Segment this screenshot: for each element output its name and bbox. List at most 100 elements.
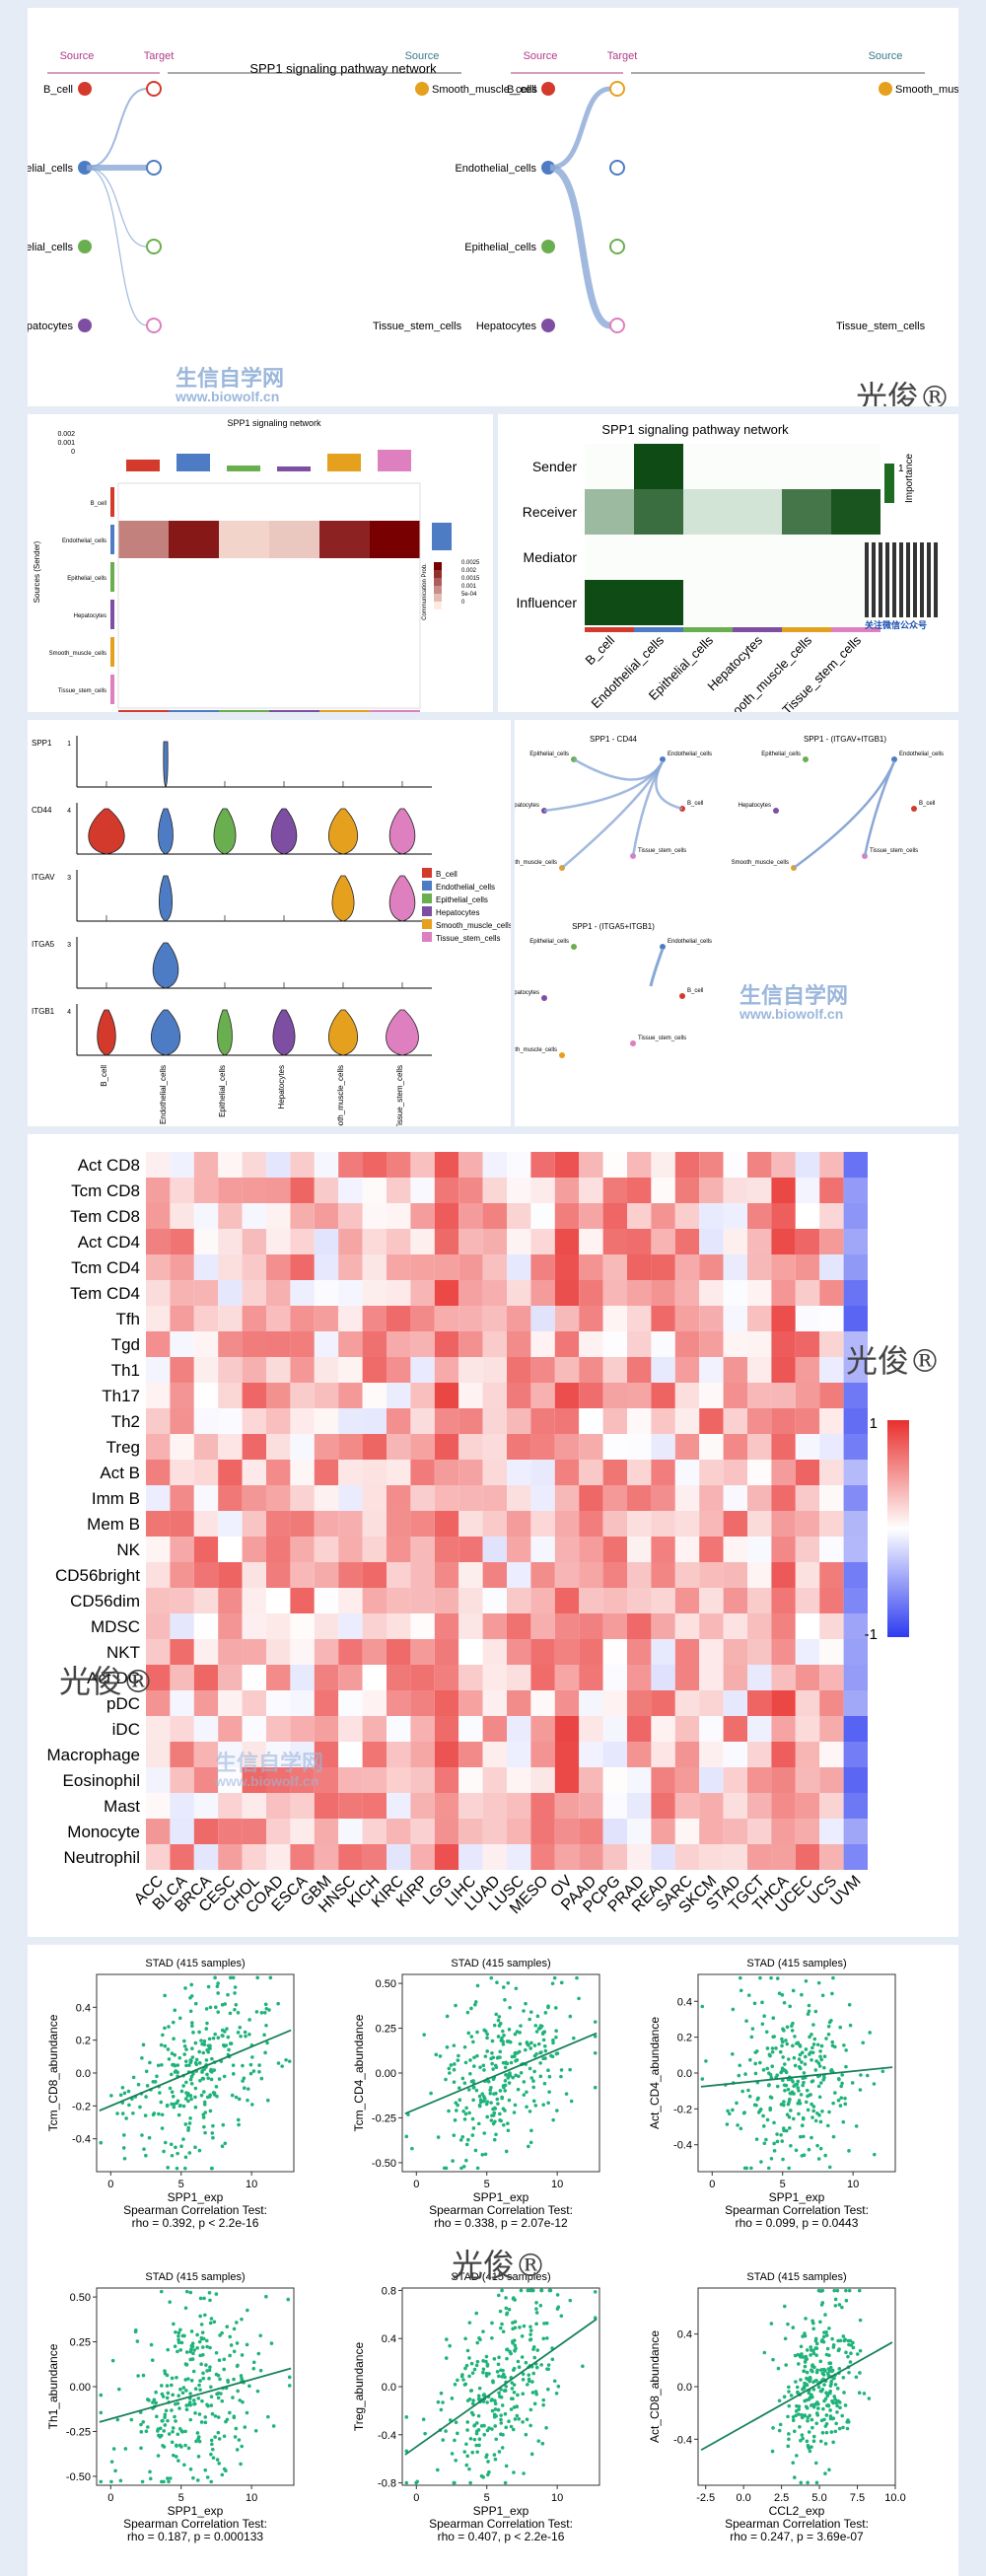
heatmap-cell xyxy=(290,1383,315,1408)
heatmap-cell xyxy=(651,1485,675,1511)
scatter-point xyxy=(764,2137,768,2142)
scatter-point xyxy=(454,2420,458,2425)
violin-shape xyxy=(163,741,169,788)
heatmap-cell xyxy=(338,1460,363,1485)
heatmap-cell xyxy=(651,1819,675,1844)
heatmap-cell xyxy=(699,1742,724,1767)
scatter-point xyxy=(857,2391,862,2396)
scatter-point xyxy=(534,2392,539,2397)
scatter-point xyxy=(271,2424,276,2428)
scatter-point xyxy=(460,2076,465,2081)
scatter-point xyxy=(193,2145,197,2150)
heatmap-cell xyxy=(193,1229,219,1254)
heatmap-cell xyxy=(819,1178,844,1203)
heatmap-cell xyxy=(410,1716,435,1742)
network-other-node xyxy=(415,82,429,96)
scatter-point xyxy=(251,2366,256,2371)
scatter-point xyxy=(512,2383,517,2387)
scatter-point xyxy=(485,2049,489,2053)
heatmap-cell xyxy=(434,1152,459,1178)
scatter-point xyxy=(135,2339,140,2343)
heatmap-cell xyxy=(723,1229,747,1254)
scatter-point xyxy=(188,2392,192,2396)
scatter-point xyxy=(837,2426,842,2431)
scatter-point xyxy=(451,2159,455,2163)
heatmap-cell xyxy=(314,1819,339,1844)
scatter-point xyxy=(792,2429,797,2434)
scatter-point xyxy=(176,2340,181,2345)
scatter-point xyxy=(207,2046,212,2050)
scatter-point xyxy=(240,2444,245,2449)
scatter-point xyxy=(199,2420,204,2424)
scatter-point xyxy=(187,2063,191,2067)
scatter-point xyxy=(202,2124,206,2129)
heatmap-cell xyxy=(370,633,420,671)
role-row-label: Sender xyxy=(532,459,577,474)
scatter-point xyxy=(535,2014,540,2019)
scatter-point xyxy=(794,2413,799,2417)
violin-shape xyxy=(386,1009,419,1056)
scatter-point xyxy=(525,2090,528,2095)
heatmap-cell xyxy=(843,1793,868,1819)
scatter-point xyxy=(528,2046,533,2050)
heatmap-cell xyxy=(579,1767,603,1793)
heatmap-cell xyxy=(507,1485,531,1511)
scatter-point xyxy=(247,2384,251,2389)
scatter-point xyxy=(512,2391,517,2395)
scatter-point xyxy=(554,2391,559,2396)
heatmap-cell xyxy=(218,1306,243,1331)
scatter-point xyxy=(546,2068,550,2073)
scatter-point xyxy=(822,2065,826,2070)
heatmap-cell xyxy=(338,1178,363,1203)
scatter-point xyxy=(770,2046,775,2050)
y-tick-label: 0.4 xyxy=(382,2333,396,2345)
scatter-point xyxy=(171,2429,175,2434)
scatter-point xyxy=(820,2430,825,2435)
heatmap-cell xyxy=(193,1844,219,1870)
scatter-point xyxy=(547,2090,551,2094)
violin-shape xyxy=(217,1009,233,1056)
scatter-point xyxy=(176,2459,180,2463)
scatter-point xyxy=(169,2072,174,2077)
heatmap-cell xyxy=(771,1460,796,1485)
watermark-site-cn: 生信自学网 xyxy=(176,366,285,391)
scatter-point xyxy=(517,2417,522,2421)
scatter-point xyxy=(781,2055,785,2059)
heatmap-cell xyxy=(771,1588,796,1613)
heatmap-cell xyxy=(387,1306,411,1331)
scatter-point xyxy=(503,2083,508,2088)
y-tick-label: -0.4 xyxy=(673,2140,692,2152)
scatter-point xyxy=(204,2027,209,2031)
heatmap-cell xyxy=(170,1254,194,1280)
scatter-point xyxy=(527,2144,530,2149)
scatter-point xyxy=(550,1981,555,1986)
scatter-point xyxy=(522,2093,527,2097)
heatmap-cell xyxy=(795,1357,820,1383)
heatmap-cell xyxy=(843,1331,868,1357)
heatmap-cell xyxy=(266,1254,291,1280)
heatmap-cell xyxy=(579,1306,603,1331)
scatter-point xyxy=(474,2429,479,2434)
role-cell xyxy=(585,580,634,625)
scatter-point xyxy=(481,2329,485,2333)
scatter-point xyxy=(183,2306,188,2311)
scatter-point xyxy=(228,2011,233,2016)
heatmap-cell xyxy=(387,1793,411,1819)
scatter-point xyxy=(178,2348,183,2352)
heatmap-cell xyxy=(170,1665,194,1690)
heatmap-cell xyxy=(193,1408,219,1434)
heatmap-cell xyxy=(554,1254,580,1280)
scatter-point xyxy=(738,2063,742,2068)
scatter-point xyxy=(492,2414,497,2419)
heatmap-cell xyxy=(627,1178,652,1203)
scatter-point xyxy=(528,2288,532,2293)
scatter-point xyxy=(173,2414,176,2419)
violin-legend-swatch xyxy=(422,906,432,916)
scatter-point xyxy=(846,2338,851,2343)
heatmap-cell xyxy=(507,1665,531,1690)
scatter-point xyxy=(189,2329,194,2333)
heatmap-cell xyxy=(482,1306,507,1331)
circle-node-label: Hepatocytes xyxy=(739,803,771,809)
scatter-point xyxy=(406,2112,410,2116)
scatter-point xyxy=(777,2428,782,2433)
